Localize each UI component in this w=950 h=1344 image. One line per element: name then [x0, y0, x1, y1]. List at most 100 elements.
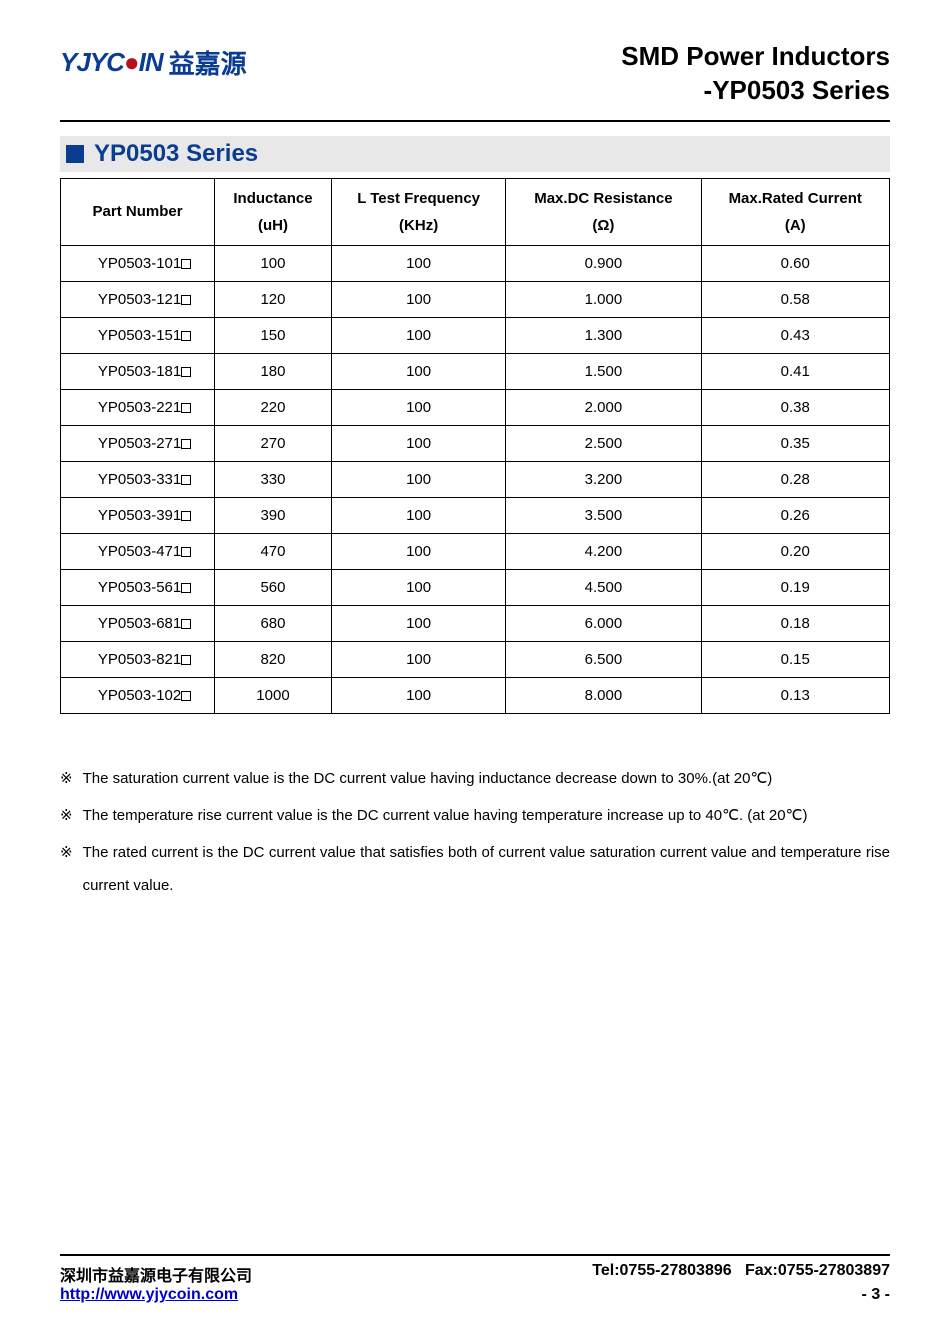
checkbox-icon — [181, 655, 191, 665]
cell-ind: 820 — [215, 641, 332, 677]
title-line-2: -YP0503 Series — [621, 74, 890, 108]
cell-dcr: 8.000 — [506, 677, 701, 713]
cell-cur: 0.41 — [701, 353, 890, 389]
table-row: YP0503-1211201001.0000.58 — [61, 281, 890, 317]
checkbox-icon — [181, 295, 191, 305]
note-mark: ※ — [60, 836, 73, 902]
title-line-1: SMD Power Inductors — [621, 40, 890, 74]
cell-cur: 0.26 — [701, 497, 890, 533]
cell-dcr: 0.900 — [506, 245, 701, 281]
cell-part: YP0503-331 — [61, 461, 215, 497]
cell-freq: 100 — [331, 389, 506, 425]
divider-bottom — [60, 1254, 890, 1256]
cell-part: YP0503-101 — [61, 245, 215, 281]
checkbox-icon — [181, 475, 191, 485]
logo-latin: YJYC●IN — [60, 47, 163, 78]
table-row: YP0503-3313301003.2000.28 — [61, 461, 890, 497]
footer-company: 深圳市益嘉源电子有限公司 — [60, 1262, 252, 1286]
cell-cur: 0.15 — [701, 641, 890, 677]
col-part: Part Number — [61, 178, 215, 245]
cell-part: YP0503-271 — [61, 425, 215, 461]
table-row: YP0503-3913901003.5000.26 — [61, 497, 890, 533]
cell-freq: 100 — [331, 461, 506, 497]
cell-freq: 100 — [331, 317, 506, 353]
col-current: Max.Rated Current(A) — [701, 178, 890, 245]
cell-dcr: 3.500 — [506, 497, 701, 533]
note-text: The temperature rise current value is th… — [83, 799, 890, 832]
cell-freq: 100 — [331, 425, 506, 461]
cell-dcr: 4.500 — [506, 569, 701, 605]
cell-cur: 0.13 — [701, 677, 890, 713]
note-text: The saturation current value is the DC c… — [83, 762, 890, 795]
cell-part: YP0503-821 — [61, 641, 215, 677]
footer-url[interactable]: http://www.yjycoin.com — [60, 1286, 238, 1304]
cell-part: YP0503-471 — [61, 533, 215, 569]
cell-cur: 0.38 — [701, 389, 890, 425]
note-item: ※ The temperature rise current value is t… — [60, 799, 890, 832]
cell-part: YP0503-102 — [61, 677, 215, 713]
cell-dcr: 6.000 — [506, 605, 701, 641]
footer-contact: Tel:0755-27803896 Fax:0755-27803897 — [592, 1262, 890, 1286]
cell-part: YP0503-121 — [61, 281, 215, 317]
table-row: YP0503-10210001008.0000.13 — [61, 677, 890, 713]
col-freq: L Test Frequency(KHz) — [331, 178, 506, 245]
cell-ind: 1000 — [215, 677, 332, 713]
cell-part: YP0503-681 — [61, 605, 215, 641]
checkbox-icon — [181, 691, 191, 701]
table-row: YP0503-1811801001.5000.41 — [61, 353, 890, 389]
divider-top — [60, 120, 890, 122]
note-text: The rated current is the DC current valu… — [83, 836, 890, 902]
cell-freq: 100 — [331, 281, 506, 317]
spec-table: Part Number Inductance(uH) L Test Freque… — [60, 178, 890, 714]
table-row: YP0503-6816801006.0000.18 — [61, 605, 890, 641]
table-row: YP0503-1511501001.3000.43 — [61, 317, 890, 353]
cell-cur: 0.35 — [701, 425, 890, 461]
note-item: ※The saturation current value is the DC … — [60, 762, 890, 795]
checkbox-icon — [181, 439, 191, 449]
table-row: YP0503-2712701002.5000.35 — [61, 425, 890, 461]
cell-cur: 0.58 — [701, 281, 890, 317]
cell-freq: 100 — [331, 533, 506, 569]
cell-ind: 390 — [215, 497, 332, 533]
company-logo: YJYC●IN 益嘉源 — [60, 40, 247, 81]
cell-dcr: 1.300 — [506, 317, 701, 353]
cell-freq: 100 — [331, 353, 506, 389]
cell-freq: 100 — [331, 605, 506, 641]
table-row: YP0503-4714701004.2000.20 — [61, 533, 890, 569]
table-row: YP0503-1011001000.9000.60 — [61, 245, 890, 281]
cell-freq: 100 — [331, 497, 506, 533]
note-item: ※The rated current is the DC current val… — [60, 836, 890, 902]
cell-freq: 100 — [331, 677, 506, 713]
cell-ind: 680 — [215, 605, 332, 641]
note-mark: ※ — [60, 799, 73, 832]
cell-ind: 120 — [215, 281, 332, 317]
footer: 深圳市益嘉源电子有限公司 Tel:0755-27803896 Fax:0755-… — [60, 1254, 890, 1304]
cell-cur: 0.28 — [701, 461, 890, 497]
checkbox-icon — [181, 331, 191, 341]
checkbox-icon — [181, 367, 191, 377]
table-row: YP0503-5615601004.5000.19 — [61, 569, 890, 605]
cell-dcr: 1.500 — [506, 353, 701, 389]
cell-ind: 560 — [215, 569, 332, 605]
checkbox-icon — [181, 583, 191, 593]
cell-freq: 100 — [331, 641, 506, 677]
page-number: - 3 - — [862, 1286, 890, 1304]
cell-part: YP0503-391 — [61, 497, 215, 533]
cell-cur: 0.19 — [701, 569, 890, 605]
cell-dcr: 2.500 — [506, 425, 701, 461]
logo-cn: 益嘉源 — [169, 44, 247, 81]
square-icon — [66, 145, 84, 163]
checkbox-icon — [181, 259, 191, 269]
checkbox-icon — [181, 403, 191, 413]
cell-cur: 0.18 — [701, 605, 890, 641]
section-header: YP0503 Series — [60, 136, 890, 172]
cell-freq: 100 — [331, 569, 506, 605]
cell-freq: 100 — [331, 245, 506, 281]
cell-ind: 180 — [215, 353, 332, 389]
cell-cur: 0.60 — [701, 245, 890, 281]
col-dcr: Max.DC Resistance(Ω) — [506, 178, 701, 245]
cell-part: YP0503-181 — [61, 353, 215, 389]
cell-part: YP0503-151 — [61, 317, 215, 353]
cell-cur: 0.43 — [701, 317, 890, 353]
checkbox-icon — [181, 511, 191, 521]
